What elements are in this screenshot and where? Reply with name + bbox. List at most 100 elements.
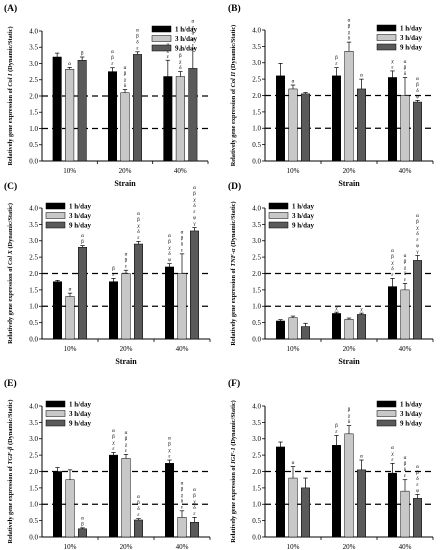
significance-label: β: [112, 266, 115, 272]
significance-label: χ: [391, 58, 394, 64]
legend-label: 1 h/day: [69, 203, 91, 211]
legend-label: 9 h/day: [69, 420, 91, 428]
y-tick-label: 3.0: [29, 60, 38, 68]
y-tick-label: 4.0: [29, 204, 38, 212]
legend-swatch: [151, 35, 172, 42]
significance-label: ε: [391, 64, 394, 70]
significance-label: δ: [348, 419, 351, 425]
significance-label: ε: [391, 457, 394, 463]
y-axis-title: Relatively gene expression of Col II (Dy…: [230, 25, 237, 167]
x-axis-title: Strain: [338, 179, 360, 188]
significance-label: δ: [348, 36, 351, 42]
significance-label: χ: [168, 245, 171, 251]
significance-label: δ: [181, 241, 184, 247]
bar: [163, 76, 173, 162]
significance-label: β: [416, 82, 419, 88]
y-tick-label: 4.0: [252, 26, 261, 34]
bar: [388, 472, 397, 538]
legend-swatch: [376, 34, 397, 41]
significance-label: δ: [137, 506, 140, 512]
significance-label: ε: [416, 482, 419, 488]
panel-label: (D): [228, 181, 241, 192]
bar: [175, 76, 185, 162]
significance-label: ε: [111, 61, 114, 67]
legend-swatch: [376, 400, 397, 408]
y-tick-label: 2.5: [29, 254, 38, 262]
significance-label: δ: [416, 88, 419, 94]
panel-label: (E): [4, 378, 17, 389]
significance-label: χ: [181, 492, 184, 498]
y-tick-label: 1.0: [252, 125, 261, 133]
significance-label: χ: [391, 260, 394, 266]
significance-label: β: [335, 55, 338, 61]
significance-label: β: [81, 51, 84, 57]
significance-label: β: [111, 55, 114, 61]
legend-swatch: [268, 202, 289, 210]
significance-label: β: [168, 239, 171, 245]
bar: [121, 273, 131, 340]
significance-label: α: [81, 515, 84, 521]
significance-label: δ: [404, 271, 407, 277]
x-tick-label: 20%: [343, 543, 356, 550]
bar: [108, 71, 117, 162]
y-tick-label: 3.0: [252, 59, 261, 67]
significance-label: χ: [360, 307, 363, 313]
significance-label: β: [168, 442, 171, 448]
significance-label: ε: [137, 512, 140, 518]
legend-label: 9 h/day: [400, 420, 422, 428]
y-tick-label: 1.5: [29, 109, 38, 117]
significance-label: β: [348, 407, 351, 413]
significance-label: α: [360, 454, 363, 460]
legend-label: 9 h/day: [69, 222, 91, 230]
panel-label: (F): [228, 378, 240, 389]
y-tick-label: 2.0: [252, 270, 261, 278]
panel-f: (F) 0.0 0.5 1.0 1.5 2.0 2.5 3.0 3.5 4.0 Relatively…: [228, 378, 434, 550]
significance-label: α: [404, 455, 407, 461]
significance-label: β: [181, 235, 184, 241]
x-axis-title: Strain: [115, 357, 137, 366]
y-tick-label: 2.5: [29, 452, 38, 460]
significance-label: χ: [391, 451, 394, 457]
significance-label: α: [416, 76, 419, 82]
bar: [301, 326, 310, 340]
significance-label: γ: [416, 249, 419, 255]
y-tick-label: 0.0: [252, 157, 261, 165]
significance-label: β: [137, 217, 140, 223]
significance-label: α: [193, 487, 196, 493]
panel-label: (A): [4, 3, 17, 14]
y-tick-label: 0.5: [252, 141, 261, 149]
legend-label: 1 h/day: [292, 203, 314, 211]
significance-label: χ: [168, 448, 171, 454]
legend-swatch: [45, 410, 66, 417]
y-tick-label: 3.5: [29, 221, 38, 229]
y-tick-label: 0.5: [29, 319, 38, 327]
y-tick-label: 1.0: [29, 501, 38, 509]
significance-label: ε: [193, 209, 196, 215]
y-tick-label: 3.0: [29, 435, 38, 443]
significance-label: β: [416, 219, 419, 225]
legend-swatch: [376, 410, 397, 417]
significance-label: α: [81, 233, 84, 239]
significance-label: α: [416, 464, 419, 470]
y-tick-label: 1.5: [252, 108, 261, 116]
bar: [190, 522, 199, 538]
x-tick-label: 10%: [64, 543, 77, 550]
significance-label: φ: [168, 257, 171, 263]
significance-label: ε: [112, 272, 115, 278]
significance-label: δ: [124, 83, 127, 89]
legend-swatch: [45, 221, 66, 229]
panel-e: (E) 0.0 0.5 1.0 1.5 2.0 2.5 3.0 3.5 4.0 Relatively…: [4, 378, 211, 550]
bar: [388, 77, 397, 162]
significance-label: δ: [193, 505, 196, 511]
x-tick-label: 10%: [287, 543, 300, 550]
significance-label: β: [193, 493, 196, 499]
y-tick-label: 1.0: [252, 501, 261, 509]
y-axis-title: Relatively gene expression of Col I (Dyn…: [7, 26, 14, 165]
y-tick-label: 3.0: [252, 237, 261, 245]
legend-swatch: [376, 43, 397, 51]
bar: [400, 289, 410, 340]
significance-label: α: [125, 430, 128, 436]
y-axis-title: Relatively gene expression of Col X (Dyn…: [7, 203, 14, 344]
bar: [65, 479, 75, 538]
significance-label: α: [179, 47, 182, 53]
